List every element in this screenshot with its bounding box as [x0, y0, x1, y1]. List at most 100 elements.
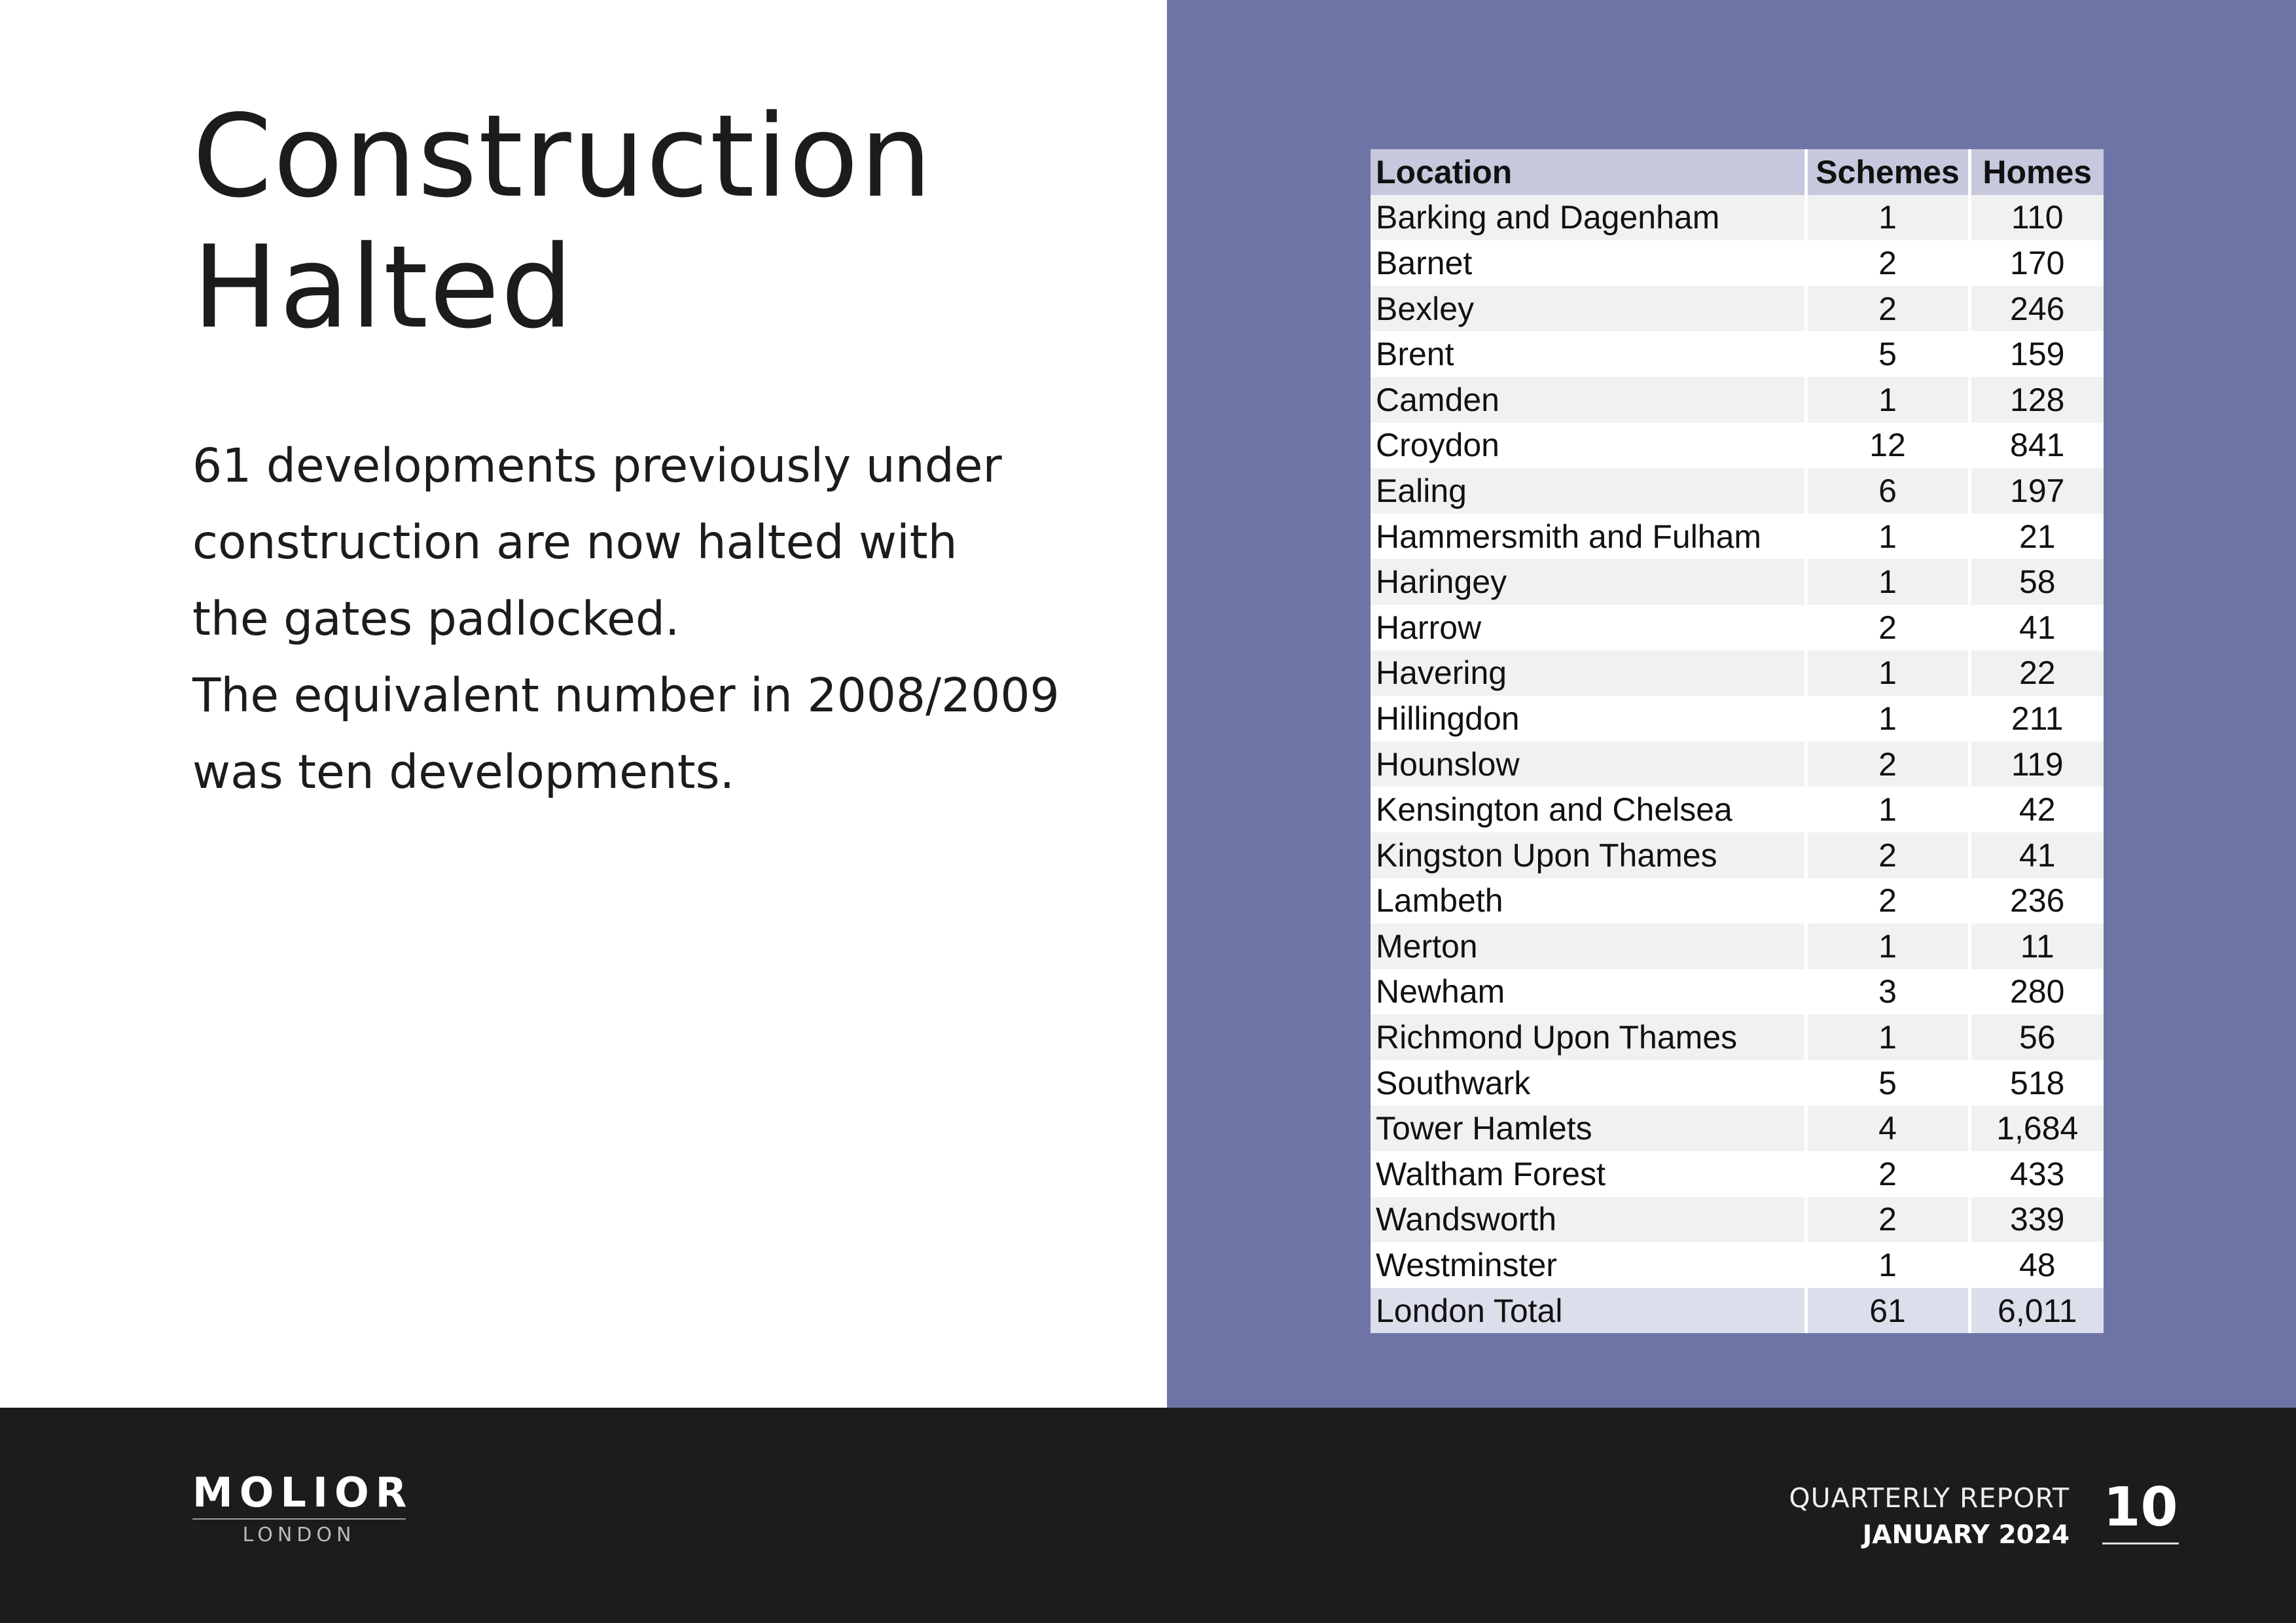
location-cell: Lambeth [1371, 878, 1808, 924]
table-row: Camden 1 128 [1371, 376, 2104, 423]
table-row: Havering 1 22 [1371, 650, 2104, 696]
homes-cell: 56 [1969, 1014, 2104, 1060]
location-cell: Harrow [1371, 604, 1808, 651]
table-row: Ealing 6 197 [1371, 468, 2104, 514]
location-cell: Tower Hamlets [1371, 1105, 1808, 1152]
homes-cell: 21 [1969, 513, 2104, 560]
schemes-cell: 12 [1806, 422, 1971, 469]
location-cell: Bexley [1371, 285, 1808, 332]
schemes-cell: 3 [1806, 969, 1971, 1015]
table-row: Waltham Forest 2 433 [1371, 1151, 2104, 1197]
schemes-cell: 1 [1806, 787, 1971, 832]
left-panel: Construction Halted 61 developments prev… [0, 0, 1167, 1408]
table-row: Bexley 2 246 [1371, 285, 2104, 332]
location-cell: Haringey [1371, 559, 1808, 605]
body-line: construction are now halted with [192, 515, 958, 569]
table-row: Kingston Upon Thames 2 41 [1371, 832, 2104, 878]
footer: MOLIOR LONDON QUARTERLY REPORT JANUARY 2… [0, 1408, 2296, 1623]
table-row: Merton 1 11 [1371, 923, 2104, 969]
table-row: Hammersmith and Fulham 1 21 [1371, 513, 2104, 560]
table-row: Harrow 2 41 [1371, 604, 2104, 651]
homes-cell: 197 [1969, 468, 2104, 514]
table-row: Newham 3 280 [1371, 969, 2104, 1015]
page-number: 10 [2103, 1476, 2178, 1539]
location-cell: Havering [1371, 650, 1808, 696]
schemes-cell: 2 [1806, 604, 1971, 651]
schemes-cell: 2 [1806, 1151, 1971, 1197]
table-row: Southwark 5 518 [1371, 1060, 2104, 1106]
location-cell: Kingston Upon Thames [1371, 832, 1808, 878]
homes-cell: 41 [1969, 604, 2104, 651]
schemes-cell: 1 [1806, 1242, 1971, 1288]
schemes-cell: 1 [1806, 696, 1971, 741]
schemes-cell: 2 [1806, 878, 1971, 924]
column-header-schemes: Schemes [1806, 149, 1971, 195]
location-cell: Newham [1371, 969, 1808, 1015]
total-homes-cell: 6,011 [1969, 1287, 2104, 1334]
body-paragraph: 61 developments previously under constru… [192, 427, 1122, 810]
total-location-cell: London Total [1371, 1287, 1808, 1334]
homes-cell: 433 [1969, 1151, 2104, 1197]
data-table-wrapper: Location Schemes Homes Barking and Dagen… [1371, 149, 2104, 1334]
table-row: Kensington and Chelsea 1 42 [1371, 787, 2104, 832]
homes-cell: 339 [1969, 1196, 2104, 1243]
page-title-line-1: Construction [192, 90, 933, 223]
homes-cell: 119 [1969, 741, 2104, 787]
location-cell: Camden [1371, 376, 1808, 423]
schemes-cell: 1 [1806, 923, 1971, 969]
table-row: Richmond Upon Thames 1 56 [1371, 1014, 2104, 1060]
location-cell: Barnet [1371, 240, 1808, 286]
logo-divider [192, 1518, 406, 1520]
table-row: Barking and Dagenham 1 110 [1371, 194, 2104, 241]
location-cell: Hammersmith and Fulham [1371, 513, 1808, 560]
homes-cell: 48 [1969, 1242, 2104, 1288]
halted-developments-table: Location Schemes Homes Barking and Dagen… [1371, 149, 2104, 1334]
table-row: Croydon 12 841 [1371, 422, 2104, 469]
schemes-cell: 1 [1806, 513, 1971, 560]
location-cell: Waltham Forest [1371, 1151, 1808, 1197]
location-cell: Barking and Dagenham [1371, 194, 1808, 241]
location-cell: Southwark [1371, 1060, 1808, 1106]
schemes-cell: 2 [1806, 240, 1971, 286]
schemes-cell: 1 [1806, 559, 1971, 605]
location-cell: Croydon [1371, 422, 1808, 469]
schemes-cell: 2 [1806, 741, 1971, 787]
location-cell: Wandsworth [1371, 1196, 1808, 1243]
schemes-cell: 1 [1806, 376, 1971, 423]
table-row: Westminster 1 48 [1371, 1242, 2104, 1288]
location-cell: Ealing [1371, 468, 1808, 514]
homes-cell: 211 [1969, 696, 2104, 741]
location-cell: Hillingdon [1371, 696, 1808, 741]
schemes-cell: 1 [1806, 1014, 1971, 1060]
report-date: JANUARY 2024 [1862, 1520, 2070, 1550]
page-title-line-2: Halted [192, 221, 575, 354]
schemes-cell: 5 [1806, 1060, 1971, 1106]
page-title: Construction Halted [192, 92, 933, 353]
location-cell: Kensington and Chelsea [1371, 787, 1808, 832]
body-line: the gates padlocked. [192, 592, 680, 646]
homes-cell: 236 [1969, 878, 2104, 924]
location-cell: Richmond Upon Thames [1371, 1014, 1808, 1060]
body-line: 61 developments previously under [192, 438, 1002, 493]
table-row: Lambeth 2 236 [1371, 878, 2104, 924]
table-row: Hounslow 2 119 [1371, 741, 2104, 787]
homes-cell: 41 [1969, 832, 2104, 878]
page-number-underline [2102, 1543, 2179, 1544]
schemes-cell: 1 [1806, 194, 1971, 241]
homes-cell: 128 [1969, 376, 2104, 423]
total-schemes-cell: 61 [1806, 1287, 1971, 1334]
report-label: QUARTERLY REPORT [1789, 1482, 2070, 1514]
homes-cell: 170 [1969, 240, 2104, 286]
homes-cell: 110 [1969, 194, 2104, 241]
location-cell: Brent [1371, 331, 1808, 377]
table-body: Barking and Dagenham 1 110 Barnet 2 170 Bexley… [1371, 194, 2104, 1288]
homes-cell: 841 [1969, 422, 2104, 469]
logo-name: MOLIOR [192, 1469, 414, 1516]
schemes-cell: 6 [1806, 468, 1971, 514]
homes-cell: 58 [1969, 559, 2104, 605]
table-row: Hillingdon 1 211 [1371, 696, 2104, 741]
logo-subtitle: LONDON [242, 1524, 356, 1546]
column-header-location: Location [1371, 149, 1808, 195]
schemes-cell: 5 [1806, 331, 1971, 377]
homes-cell: 11 [1969, 923, 2104, 969]
